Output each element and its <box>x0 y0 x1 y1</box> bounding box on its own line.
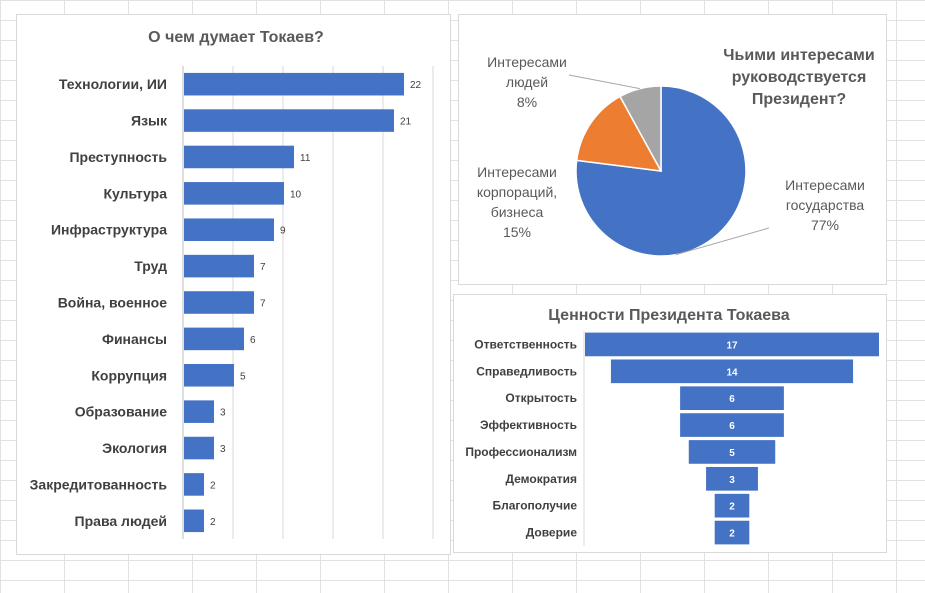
data-label: 14 <box>726 367 738 378</box>
category-label: Образование <box>75 404 167 420</box>
slice-label: бизнеса <box>491 204 544 220</box>
bar <box>184 182 284 205</box>
pie-slice <box>575 95 663 172</box>
data-label: 5 <box>729 448 735 459</box>
bar <box>184 363 234 387</box>
funnel-bar <box>714 520 750 545</box>
chart-title-line: Президент? <box>752 91 846 108</box>
bar <box>184 436 214 460</box>
data-label: 3 <box>220 408 226 419</box>
bar <box>184 473 204 496</box>
bar <box>184 145 294 169</box>
leader-line <box>675 227 770 256</box>
data-label: 9 <box>280 226 286 237</box>
category-label: Инфраструктура <box>51 222 167 238</box>
data-label: 5 <box>240 371 246 382</box>
slice-percent: 15% <box>503 224 531 240</box>
category-label: Доверие <box>526 526 578 540</box>
data-label: 17 <box>726 340 738 351</box>
funnel-bar <box>585 332 879 357</box>
slice-percent: 77% <box>811 217 839 233</box>
bar <box>184 509 204 533</box>
bar <box>184 72 404 96</box>
bar <box>184 218 274 242</box>
category-label: Эффективность <box>480 418 577 432</box>
chart-title-line: Чьими интересами <box>723 47 874 64</box>
chart-title: Ценности Президента Токаева <box>548 307 790 324</box>
category-label: Закредитованность <box>30 476 168 492</box>
category-label: Культура <box>103 185 167 201</box>
category-label: Технологии, ИИ <box>59 76 167 92</box>
data-label: 2 <box>210 517 216 528</box>
category-label: Ответственность <box>474 337 577 351</box>
data-label: 7 <box>260 299 266 310</box>
slice-label: государства <box>786 197 865 213</box>
data-label: 3 <box>729 475 735 486</box>
values-funnel-chart-panel: Ценности Президента Токаева Ответственнос… <box>453 294 887 553</box>
interests-pie-chart-panel: Чьими интересами руководствуется Президент… <box>458 14 887 285</box>
funnel-bar <box>688 440 776 464</box>
category-label: Труд <box>134 258 167 274</box>
category-label: Справедливость <box>476 364 577 378</box>
data-label: 2 <box>210 480 216 491</box>
interests-pie-chart: Чьими интересами руководствуется Президент… <box>477 47 875 257</box>
slice-percent: 8% <box>517 94 537 110</box>
category-label: Права людей <box>75 513 167 529</box>
funnel-bar <box>680 413 784 437</box>
data-label: 2 <box>729 529 735 540</box>
bar <box>184 327 244 351</box>
chart-title: О чем думает Токаев? <box>148 29 324 46</box>
category-label: Война, военное <box>58 295 168 311</box>
bar <box>184 254 254 278</box>
slice-label: Интересами <box>487 54 567 70</box>
slice-label: людей <box>506 74 548 90</box>
category-label: Финансы <box>102 331 167 347</box>
category-label: Преступность <box>69 149 167 165</box>
slice-label: Интересами <box>477 164 557 180</box>
category-label: Экология <box>102 440 167 456</box>
category-label: Благополучие <box>492 499 577 513</box>
data-label: 6 <box>729 394 735 405</box>
data-label: 22 <box>410 80 422 91</box>
data-label: 3 <box>220 444 226 455</box>
leader-line <box>568 74 640 90</box>
chart-title-line: руководствуется <box>732 69 867 86</box>
bar <box>184 400 214 423</box>
pie-slice <box>619 85 662 172</box>
data-label: 10 <box>290 189 302 200</box>
funnel-bar <box>706 466 758 491</box>
funnel-bar <box>610 359 854 384</box>
data-label: 6 <box>729 421 735 432</box>
category-label: Язык <box>131 113 168 129</box>
slice-label: корпораций, <box>477 184 557 200</box>
funnel-bar <box>680 386 784 411</box>
topics-bar-chart: О чем думает Токаев?Технологии, ИИ 22Язык… <box>30 29 434 539</box>
bar <box>184 109 394 132</box>
category-label: Профессионализм <box>465 445 577 459</box>
slice-label: Интересами <box>785 177 865 193</box>
category-label: Коррупция <box>91 367 167 383</box>
category-label: Открытость <box>505 391 577 405</box>
values-funnel-chart: Ценности Президента Токаева Ответственнос… <box>465 307 879 546</box>
data-label: 21 <box>400 117 412 128</box>
category-label: Демократия <box>505 472 577 486</box>
data-label: 11 <box>300 153 311 164</box>
data-label: 7 <box>260 262 266 273</box>
data-label: 2 <box>729 502 735 513</box>
bar <box>184 291 254 314</box>
funnel-bar <box>714 493 750 518</box>
data-label: 6 <box>250 335 256 346</box>
topics-bar-chart-panel: О чем думает Токаев? Технологии, ИИ 22 Язык… <box>16 14 451 555</box>
